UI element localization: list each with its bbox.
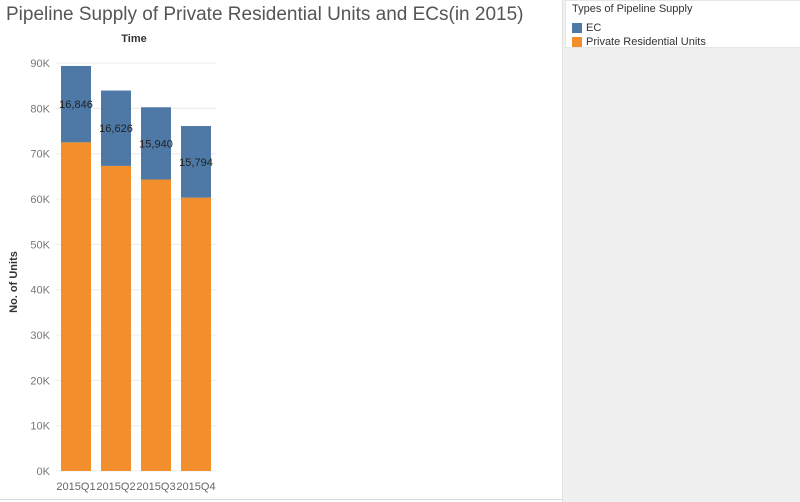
bar-private-residential-units[interactable]	[61, 142, 91, 471]
y-tick-label: 20K	[30, 375, 50, 387]
legend-label-ec: EC	[586, 21, 602, 34]
x-tick-label: 2015Q2	[96, 481, 135, 493]
y-tick-label: 30K	[30, 330, 50, 342]
x-tick-label: 2015Q3	[136, 481, 175, 493]
bar-ec[interactable]	[141, 107, 171, 180]
data-label: 15,794	[179, 157, 213, 169]
bar-private-residential-units[interactable]	[181, 197, 211, 471]
data-label: 16,626	[99, 123, 133, 135]
legend-swatch-ec	[572, 22, 582, 33]
data-label: 15,940	[139, 138, 173, 150]
legend-label-private-residential-units: Private Residential Units	[586, 35, 706, 48]
bar-private-residential-units[interactable]	[141, 179, 171, 472]
legend-swatch-private-residential-units	[572, 36, 582, 47]
y-tick-label: 70K	[30, 149, 50, 161]
bottom-rule	[0, 499, 562, 500]
x-tick-label: 2015Q1	[56, 481, 95, 493]
y-tick-label: 80K	[30, 103, 50, 115]
data-label: 16,846	[59, 99, 93, 111]
x-tick-label: 2015Q4	[176, 481, 215, 493]
bar-ec[interactable]	[61, 65, 91, 143]
bar-chart: Time No. of Units 0K 10K 20K 30K 40K 50K 60K 70…	[8, 33, 216, 493]
y-tick-label: 60K	[30, 194, 50, 206]
legend-item-private-residential-units[interactable]: Private Residential Units	[572, 33, 706, 48]
y-tick-label: 10K	[30, 421, 50, 433]
y-tick-label: 40K	[30, 285, 50, 297]
legend: Types of Pipeline Supply EC Private Resi…	[565, 0, 800, 48]
bar-private-residential-units[interactable]	[101, 165, 131, 471]
bar-ec[interactable]	[101, 90, 131, 166]
y-axis-title: No. of Units	[8, 251, 20, 313]
legend-item-ec[interactable]: EC	[572, 19, 602, 34]
y-tick-label: 90K	[30, 58, 50, 70]
y-tick-label: 0K	[37, 466, 51, 478]
chart-header: Time	[121, 33, 146, 45]
legend-title: Types of Pipeline Supply	[572, 3, 693, 15]
legend-panel: Types of Pipeline Supply EC Private Resi…	[562, 0, 800, 502]
y-tick-label: 50K	[30, 239, 50, 251]
chart-title: Pipeline Supply of Private Residential U…	[6, 4, 524, 25]
bar-ec[interactable]	[181, 126, 211, 198]
